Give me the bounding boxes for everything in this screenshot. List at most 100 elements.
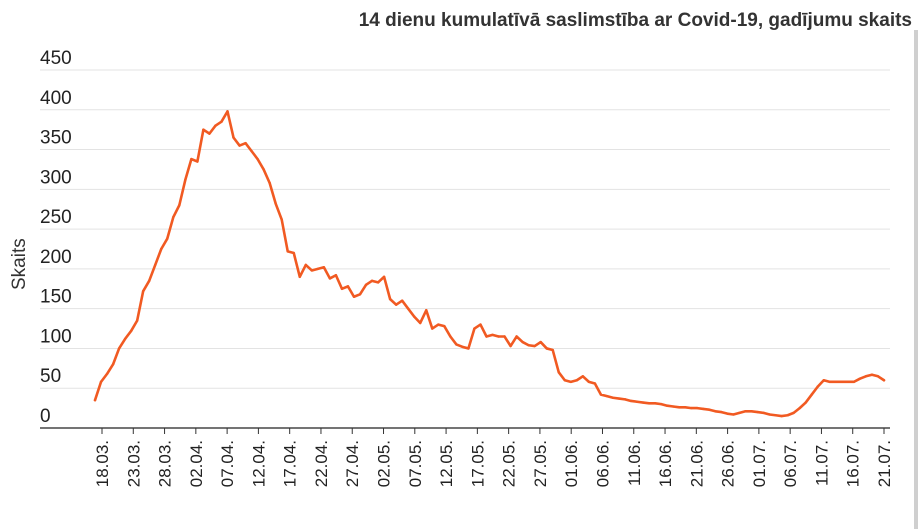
series-layer (93, 110, 886, 418)
data-point (786, 414, 789, 417)
data-point (659, 402, 663, 406)
data-point (461, 345, 464, 349)
data-point (141, 289, 145, 293)
data-point (328, 277, 332, 280)
data-point (394, 303, 398, 306)
data-point (184, 178, 187, 181)
data-point (527, 344, 530, 347)
data-point (738, 411, 741, 415)
y-tick-label: 100 (40, 326, 72, 347)
x-tick-label: 17.05. (468, 440, 487, 487)
x-tick-label: 27.05. (531, 440, 550, 487)
data-point (123, 337, 127, 341)
data-point (515, 335, 518, 338)
data-point (684, 406, 687, 409)
data-point (340, 287, 344, 290)
data-point (148, 279, 151, 283)
data-point (292, 251, 295, 255)
data-point (220, 120, 223, 123)
data-point (413, 315, 416, 318)
data-point (304, 263, 307, 267)
data-point (672, 405, 675, 408)
data-point (503, 335, 506, 338)
data-point (696, 406, 699, 410)
data-point (111, 363, 115, 366)
y-tick-label: 150 (40, 287, 72, 308)
x-tick-label: 27.04. (343, 440, 362, 487)
data-point (479, 323, 482, 326)
x-tick-label: 16.07. (844, 440, 863, 487)
data-point (310, 269, 314, 272)
x-tick-label: 23.03. (124, 440, 143, 487)
x-tick-label: 21.07. (875, 440, 894, 487)
data-point (419, 321, 422, 325)
data-point (798, 406, 801, 410)
data-point (816, 385, 819, 388)
data-point (274, 202, 277, 205)
data-point (382, 275, 386, 279)
data-point (364, 283, 368, 286)
gridlines (40, 69, 890, 429)
data-point (804, 401, 807, 404)
data-point (665, 404, 669, 407)
y-tick-label: 350 (40, 128, 72, 149)
x-tick-label: 02.05. (375, 440, 394, 487)
data-point (202, 128, 205, 131)
data-point (208, 132, 211, 135)
data-point (744, 410, 747, 413)
data-point (641, 401, 645, 404)
data-point (792, 411, 795, 415)
data-point (105, 372, 109, 376)
y-tick-label: 450 (40, 48, 72, 69)
data-point (834, 380, 838, 384)
data-point (244, 141, 247, 145)
data-point (160, 247, 163, 251)
y-tick-label: 0 (40, 406, 51, 427)
data-point (840, 380, 844, 384)
data-point (774, 414, 777, 417)
x-tick-label: 12.05. (437, 440, 456, 487)
data-point (708, 408, 711, 411)
data-point (545, 347, 548, 350)
data-point (400, 299, 404, 302)
data-point (135, 319, 139, 322)
data-point (172, 215, 175, 219)
data-point (166, 237, 169, 240)
data-point (521, 340, 524, 344)
data-point (533, 344, 536, 348)
data-point (388, 297, 392, 301)
data-point (846, 380, 850, 384)
data-point (581, 375, 585, 378)
y-tick-label: 200 (40, 247, 72, 268)
data-point (334, 274, 338, 277)
data-point (611, 396, 615, 399)
data-point (810, 393, 813, 396)
data-point (605, 394, 609, 398)
y-tick-label: 250 (40, 207, 72, 228)
data-point (178, 204, 181, 207)
data-point (756, 410, 759, 414)
data-point (190, 157, 193, 161)
data-point (467, 347, 470, 350)
data-point (93, 398, 97, 402)
data-point (370, 279, 374, 283)
data-point (485, 335, 488, 338)
x-tick-label: 02.04. (187, 440, 206, 487)
x-axis-ticks: 18.03. 23.03. 28.03. 02.04. 07.04. 12.04. 17.0… (93, 428, 894, 487)
data-point (226, 110, 229, 113)
data-point (870, 373, 874, 376)
data-point (280, 218, 283, 221)
data-point (690, 406, 693, 410)
data-point (473, 327, 476, 330)
scrollbar-edge (914, 30, 918, 529)
data-point (286, 250, 289, 253)
data-point (376, 281, 380, 284)
data-point (852, 380, 856, 384)
data-point (647, 402, 651, 405)
data-point (635, 400, 639, 403)
x-tick-label: 16.06. (656, 440, 675, 487)
data-point (858, 377, 862, 380)
data-point (99, 380, 103, 384)
data-point (250, 149, 253, 153)
data-point (509, 344, 512, 348)
